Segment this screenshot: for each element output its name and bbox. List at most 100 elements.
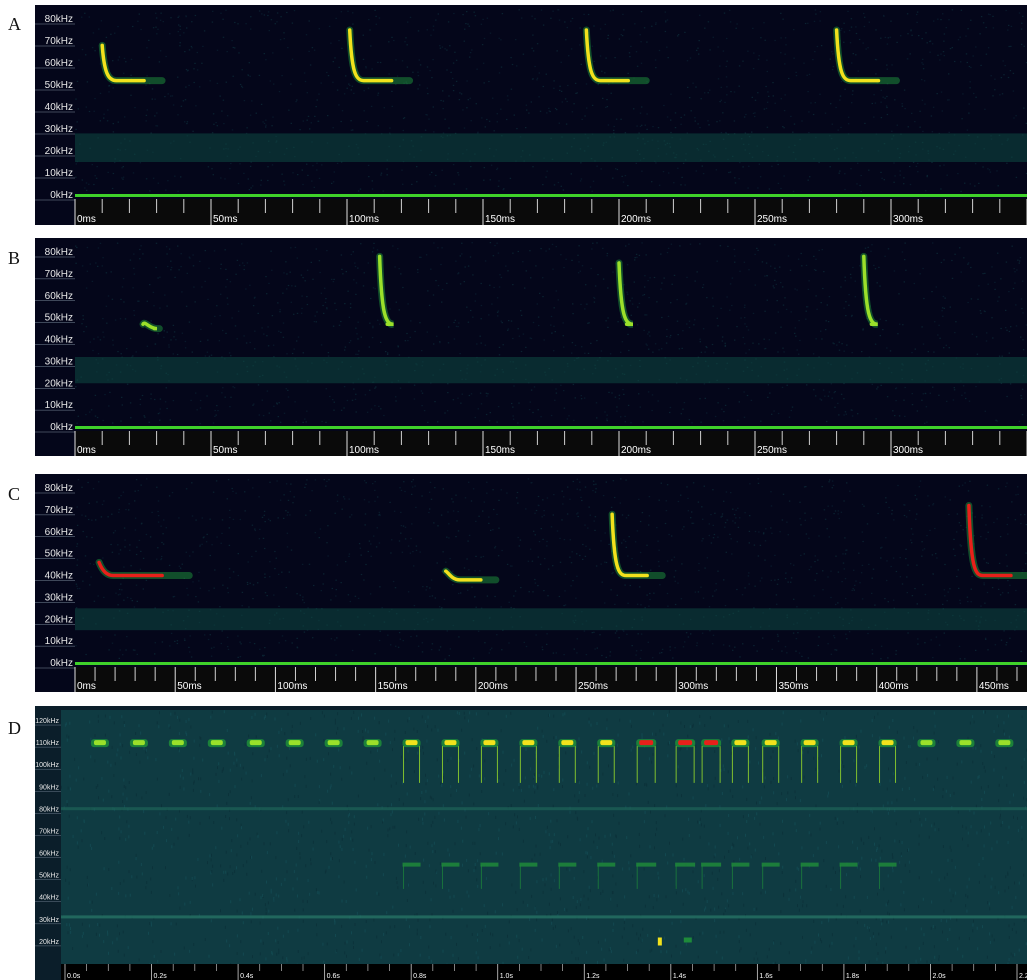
x-tick-label: 200ms [621,445,651,456]
harmonic-mark [558,862,577,867]
y-tick-label: 100kHz [35,762,59,769]
y-tick-label: 20kHz [45,378,73,389]
y-tick-label: 30kHz [45,124,73,135]
call-mark [834,28,881,83]
y-tick-label: 40kHz [45,571,73,582]
call-core [842,740,855,746]
x-tick-label: 250ms [757,214,787,225]
y-tick-label: 70kHz [45,269,73,280]
x-tick-label: 2.0s [932,973,946,980]
call-core [920,740,933,746]
x-tick-label: 0.2s [154,973,168,980]
x-tick-label: 0.6s [327,973,341,980]
baseline-0khz [75,426,1027,429]
call-core [881,740,894,746]
x-tick-label: 250ms [578,681,608,692]
x-tick-label: 1.8s [846,973,860,980]
x-tick-label: 400ms [879,681,909,692]
y-tick-label: 50kHz [45,549,73,560]
y-tick-label: 30kHz [39,917,59,924]
noise-field [61,710,1027,964]
y-tick-label: 60kHz [45,291,73,302]
x-tick-label: 100ms [349,445,379,456]
y-tick-label: 10kHz [45,168,73,179]
x-tick-label: 0ms [77,214,96,225]
harmonic-mark [800,862,819,867]
call-core [639,740,654,746]
harmonic-mark [761,862,780,867]
x-tick-label: 200ms [478,681,508,692]
x-tick-label: 0.8s [413,973,427,980]
call-mark [584,28,630,83]
x-tick-label: 100ms [349,214,379,225]
call-core [522,740,535,746]
low-freq-blip [683,937,692,943]
y-tick-label: 110kHz [36,740,60,747]
call-mark [862,254,879,326]
harmonic-mark [731,862,750,867]
harmonic-mark [701,862,722,867]
spectrogram-b-plot: 80kHz 70kHz 60kHz 50kHz 40kHz 30kHz 20kHz 10kHz… [35,238,1027,456]
panel-label-c: C [8,484,21,504]
noise-band [75,357,1027,384]
y-tick-label: 80kHz [45,247,73,258]
harmonic-mark [597,862,616,867]
x-axis-strip [75,667,1027,692]
x-axis-strip [75,431,1027,456]
call-core [803,740,816,746]
x-tick-label: 0.4s [240,973,254,980]
y-tick-label: 70kHz [39,828,59,835]
y-tick-label: 50kHz [45,313,73,324]
call-core [366,740,379,746]
x-tick-label: 1.0s [500,973,514,980]
y-tick-label: 20kHz [39,939,59,946]
y-tick-label: 40kHz [45,335,73,346]
call-core [132,740,145,746]
y-tick-label: 120kHz [35,718,59,725]
y-tick-label: 40kHz [45,102,73,113]
x-tick-label: 250ms [757,445,787,456]
call-core [998,740,1011,746]
plot-background [35,5,1027,225]
spectrogram-d: 120kHz 110kHz 100kHz 90kHz 80kHz 70kHz 60kHz 50… [35,706,1027,980]
plot-background [35,238,1027,456]
x-axis-strip [75,199,1027,225]
x-tick-label: 0ms [77,681,96,692]
call-mark [347,28,394,83]
call-mark [444,569,483,582]
y-tick-label: 80kHz [39,806,59,813]
y-tick-label: 20kHz [45,614,73,625]
call-core [327,740,340,746]
harmonic-mark [675,862,696,867]
call-mark [141,321,158,331]
y-tick-label: 10kHz [45,636,73,647]
x-tick-label: 50ms [213,445,237,456]
x-tick-label: 300ms [893,445,923,456]
x-tick-label: 0ms [77,445,96,456]
y-tick-label: 80kHz [45,14,73,25]
call-core [678,740,693,746]
low-freq-blip [657,937,662,946]
call-core [405,740,418,746]
y-tick-label: 90kHz [39,784,59,791]
spectrogram-a-plot: 80kHz 70kHz 60kHz 50kHz 40kHz 30kHz 20kHz 10kHz… [35,5,1027,225]
y-tick-label: 30kHz [45,592,73,603]
y-tick-label: 30kHz [45,356,73,367]
panel-label-a: A [8,14,21,34]
y-tick-label: 60kHz [45,58,73,69]
x-tick-label: 0.0s [67,973,81,980]
y-tick-label: 0kHz [50,190,73,201]
x-tick-label: 200ms [621,214,651,225]
y-tick-label: 0kHz [50,658,73,669]
harmonic-mark [402,862,421,867]
y-tick-label: 60kHz [39,851,59,858]
spectrogram-b: 80kHz 70kHz 60kHz 50kHz 40kHz 30kHz 20kHz 10kHz… [35,238,1027,456]
call-mark [617,261,634,326]
harmonic-mark [839,862,858,867]
x-tick-label: 150ms [378,681,408,692]
x-tick-label: 2.2s [1019,973,1027,980]
x-tick-label: 150ms [485,214,515,225]
call-core [600,740,613,746]
y-tick-label: 50kHz [45,80,73,91]
x-tick-label: 1.6s [759,973,773,980]
